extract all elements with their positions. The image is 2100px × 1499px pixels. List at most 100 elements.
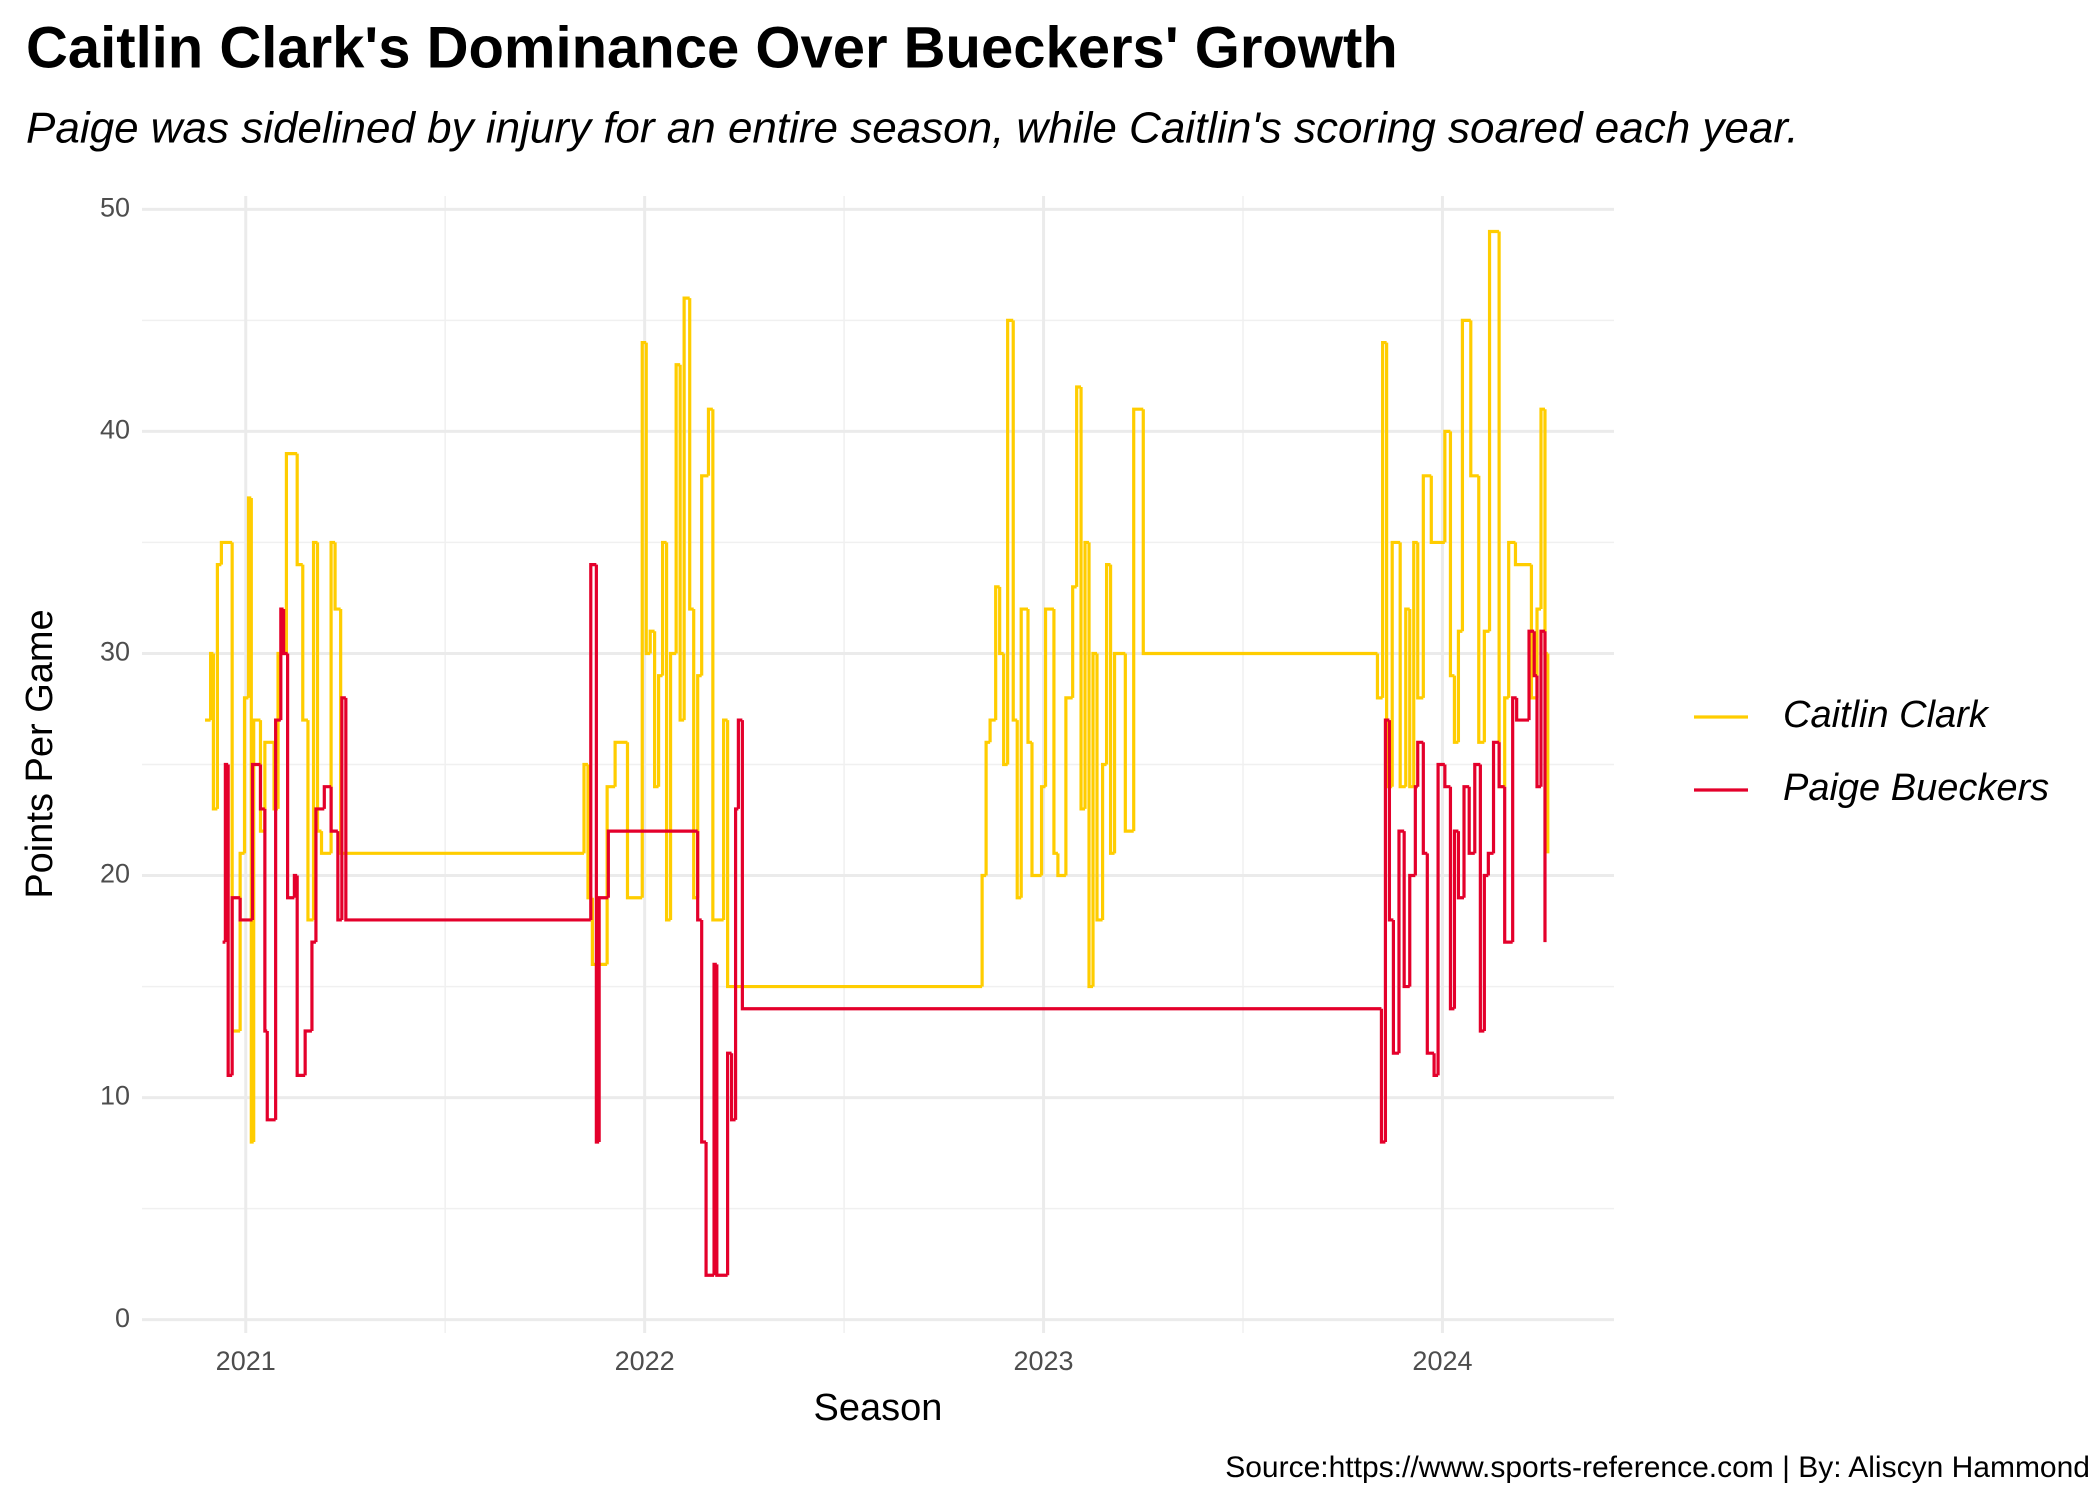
- step-segment: [1387, 720, 1394, 922]
- step-segment: [286, 653, 295, 900]
- step-segment: [998, 586, 1004, 656]
- step-segment: [644, 342, 651, 656]
- step-segment: [319, 831, 332, 855]
- step-segment: [1503, 696, 1509, 787]
- step-segment: [1535, 607, 1541, 698]
- x-tick-label: 2024: [1412, 1346, 1472, 1376]
- step-segment: [1473, 762, 1481, 854]
- step-segment: [1398, 542, 1406, 789]
- step-segment: [1052, 609, 1058, 855]
- step-segment: [295, 453, 303, 567]
- step-segment: [1026, 609, 1032, 744]
- step-segment: [625, 742, 643, 900]
- step-segment: [726, 1051, 732, 1276]
- step-segment: [238, 851, 245, 1031]
- legend-label: Paige Bueckers: [1783, 767, 2049, 809]
- step-segment: [1429, 475, 1445, 545]
- step-segment: [704, 1142, 715, 1277]
- step-segment: [226, 764, 233, 1077]
- step-segment: [696, 674, 702, 898]
- step-segment: [640, 340, 647, 898]
- step-segment: [1543, 409, 1548, 656]
- step-segment: [329, 786, 338, 833]
- step-segment: [301, 564, 308, 722]
- step-segment: [1487, 229, 1500, 632]
- step-segment: [1491, 740, 1500, 854]
- step-segment: [700, 474, 709, 676]
- step-segment: [682, 296, 690, 721]
- step-segment: [1503, 786, 1513, 944]
- step-segment: [613, 740, 628, 787]
- y-tick-label: 50: [100, 192, 130, 222]
- step-segment: [597, 896, 609, 1143]
- step-segment: [1100, 762, 1107, 920]
- step-segment: [1390, 540, 1401, 787]
- chart-subtitle: Paige was sidelined by injury for an ent…: [26, 104, 1799, 153]
- step-segment: [1375, 653, 1383, 700]
- step-segment: [1443, 429, 1451, 543]
- step-segment: [1064, 696, 1073, 876]
- step-segment: [1011, 320, 1018, 722]
- step-segment: [1467, 786, 1475, 855]
- step-segment: [1112, 651, 1126, 854]
- step-segment: [284, 452, 298, 654]
- x-tick-label: 2023: [1014, 1346, 1074, 1376]
- chart-title: Caitlin Clark's Dominance Over Bueckers'…: [26, 15, 1398, 80]
- step-segment: [674, 363, 681, 654]
- step-segment: [1456, 831, 1465, 900]
- step-segment: [292, 873, 298, 898]
- step-segment: [295, 875, 306, 1077]
- step-segment: [1397, 829, 1405, 1054]
- step-segment: [1381, 340, 1387, 698]
- step-segment: [711, 409, 724, 922]
- step-segment: [606, 829, 698, 898]
- step-segment: [1452, 675, 1459, 744]
- step-segment: [219, 540, 233, 565]
- step-segment: [1095, 653, 1103, 922]
- step-segment: [1497, 742, 1505, 789]
- step-segment: [1448, 431, 1455, 678]
- caption: Source:https://www.sports-reference.com …: [1225, 1451, 2090, 1484]
- step-segment: [238, 897, 253, 922]
- step-segment: [656, 674, 663, 787]
- step-segment: [252, 718, 261, 1143]
- step-segment: [339, 609, 584, 855]
- step-segment: [1006, 318, 1014, 765]
- step-segment: [1141, 409, 1378, 656]
- step-segment: [696, 831, 702, 922]
- step-segment: [1402, 831, 1410, 989]
- step-segment: [1460, 318, 1471, 632]
- y-tick-label: 40: [100, 415, 130, 445]
- y-tick-label: 10: [100, 1081, 130, 1111]
- step-segment: [1443, 764, 1451, 789]
- step-segment: [263, 740, 275, 832]
- y-tick-label: 20: [100, 859, 130, 889]
- step-segment: [315, 542, 322, 833]
- step-segment: [589, 563, 597, 920]
- step-segment: [1132, 407, 1144, 832]
- step-segment: [1482, 873, 1489, 1031]
- step-segment: [984, 740, 991, 876]
- step-segment: [322, 785, 332, 809]
- x-tick-label: 2021: [216, 1346, 276, 1376]
- step-segment: [712, 962, 717, 1276]
- step-segment: [1416, 740, 1424, 787]
- step-segment: [230, 896, 241, 1076]
- step-segment: [1043, 607, 1054, 787]
- legend-label: Caitlin Clark: [1783, 694, 1990, 736]
- step-segment: [715, 964, 728, 1277]
- step-segment: [726, 720, 983, 989]
- y-axis-title: Points Per Game: [19, 609, 61, 898]
- step-segment: [1527, 629, 1535, 721]
- step-segment: [1413, 785, 1418, 876]
- step-segment: [740, 720, 1382, 1011]
- step-segment: [668, 651, 677, 920]
- x-axis-title: Season: [814, 1387, 943, 1429]
- step-segment: [1482, 629, 1490, 743]
- step-segment: [1469, 320, 1479, 478]
- step-segment: [688, 298, 694, 611]
- step-segment: [1056, 853, 1066, 878]
- step-segment: [274, 718, 281, 1120]
- step-segment: [242, 696, 249, 854]
